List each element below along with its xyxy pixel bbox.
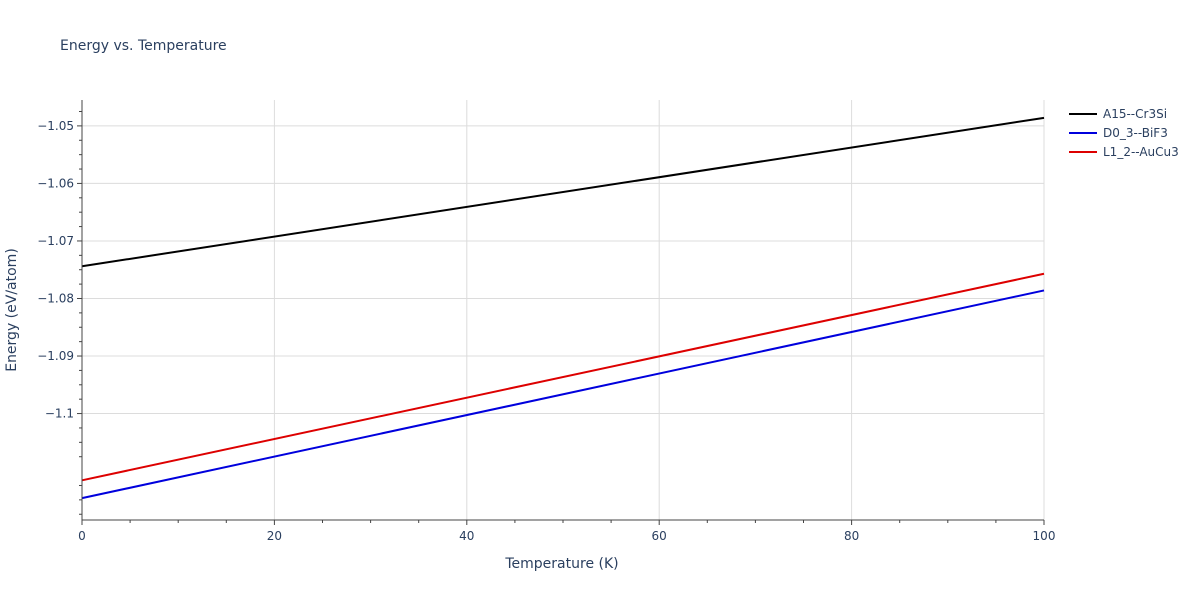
chart-title: Energy vs. Temperature: [60, 38, 227, 54]
x-tick-label: 60: [652, 529, 667, 543]
x-tick-label: 40: [459, 529, 474, 543]
x-tick-label: 20: [267, 529, 282, 543]
legend-label-1: A15--Cr3Si: [1103, 107, 1167, 121]
legend-label-2: D0_3--BiF3: [1103, 126, 1168, 140]
series-lines: [81, 116, 1045, 500]
series-line-3: [81, 272, 1045, 482]
x-tick-label: 80: [844, 529, 859, 543]
y-tick-label: −1.05: [37, 119, 74, 133]
series-line-2: [81, 289, 1045, 500]
y-tick-label: −1.09: [37, 349, 74, 363]
y-tick-label: −1.08: [37, 291, 74, 305]
legend-label-3: L1_2--AuCu3: [1103, 145, 1179, 159]
y-tick-label: −1.06: [37, 176, 74, 190]
x-tick-label: 100: [1033, 529, 1056, 543]
series-line-1: [81, 116, 1045, 268]
x-tick-label: 0: [78, 529, 86, 543]
axes: 0 20 40 60 80 100 −1.1 −1.09 −1.08 −1.07 −1.06 −1.0…: [37, 100, 1055, 543]
y-tick-label: −1.07: [37, 234, 74, 248]
x-axis-title: Temperature (K): [504, 556, 618, 572]
legend: A15--Cr3Si D0_3--BiF3 L1_2--AuCu3: [1069, 107, 1179, 159]
grid-lines: [82, 100, 1045, 520]
y-tick-label: −1.1: [45, 407, 74, 421]
y-axis-title: Energy (eV/atom): [4, 248, 20, 372]
